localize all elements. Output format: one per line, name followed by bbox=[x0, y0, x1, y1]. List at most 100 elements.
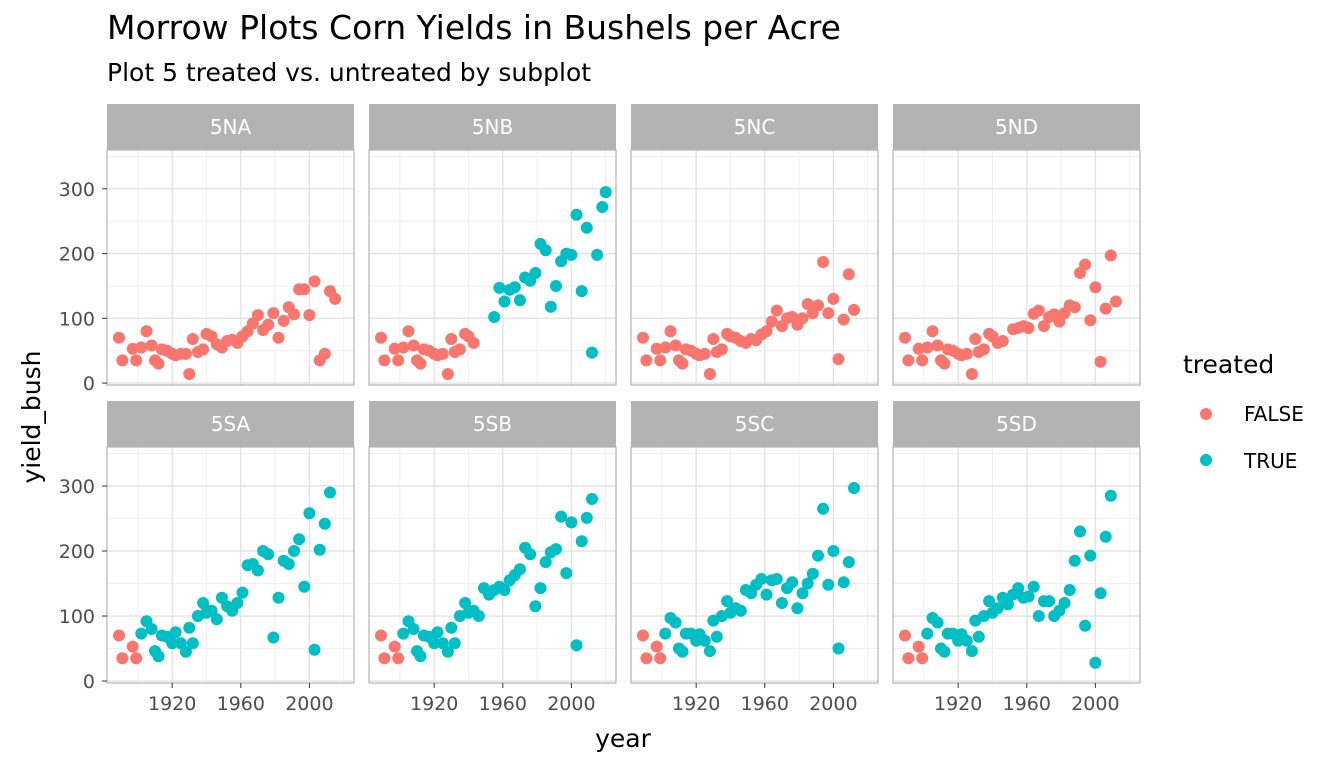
data-point bbox=[842, 268, 855, 281]
data-point bbox=[703, 368, 716, 380]
data-point bbox=[822, 578, 835, 591]
data-point bbox=[445, 333, 458, 345]
data-point bbox=[796, 587, 809, 600]
y-tick-label: 300 bbox=[59, 179, 95, 201]
panel-border bbox=[630, 149, 879, 386]
data-point bbox=[529, 267, 542, 279]
facet-strip bbox=[107, 401, 354, 447]
data-point bbox=[534, 582, 547, 595]
data-point bbox=[837, 313, 850, 326]
data-point bbox=[812, 549, 824, 562]
data-point bbox=[664, 325, 677, 338]
panel-5sd: 5SD 1920 1960 2000 bbox=[892, 401, 1141, 715]
x-tick-label: 1920 bbox=[934, 693, 982, 715]
data-point bbox=[453, 343, 466, 356]
data-point bbox=[801, 298, 814, 311]
data-point bbox=[659, 341, 672, 354]
data-point bbox=[710, 630, 723, 643]
data-point bbox=[329, 292, 342, 305]
facet-strip-label: 5ND bbox=[995, 115, 1038, 139]
data-point bbox=[570, 639, 583, 652]
data-point bbox=[822, 307, 835, 320]
facet-strip-label: 5SC bbox=[735, 412, 774, 436]
data-point bbox=[513, 294, 526, 307]
data-point bbox=[272, 591, 285, 604]
y-tick-label: 0 bbox=[83, 373, 95, 395]
data-point bbox=[375, 629, 387, 642]
data-point bbox=[960, 347, 973, 360]
data-point bbox=[428, 637, 441, 650]
data-point bbox=[392, 652, 405, 665]
data-point bbox=[135, 627, 148, 640]
legend-title: treated bbox=[1183, 350, 1274, 379]
data-point bbox=[640, 652, 653, 665]
data-point bbox=[791, 602, 804, 615]
data-point bbox=[262, 548, 275, 561]
data-point bbox=[251, 309, 264, 322]
data-point bbox=[765, 315, 778, 328]
panel-border bbox=[368, 149, 617, 386]
facet-strip-label: 5NC bbox=[734, 115, 776, 139]
data-point bbox=[1001, 598, 1014, 611]
data-point bbox=[570, 208, 583, 221]
facet-strip-label: 5NB bbox=[472, 115, 513, 139]
data-point bbox=[848, 482, 860, 494]
data-point bbox=[698, 634, 711, 647]
data-point bbox=[441, 368, 454, 380]
data-point bbox=[513, 563, 526, 576]
data-point bbox=[145, 339, 158, 352]
data-point bbox=[441, 645, 454, 658]
data-point bbox=[996, 335, 1009, 347]
data-point bbox=[586, 346, 598, 359]
chart-title: Morrow Plots Corn Yields in Bushels per … bbox=[107, 8, 841, 47]
data-point bbox=[169, 626, 182, 639]
y-tick-label: 0 bbox=[83, 671, 95, 693]
data-point bbox=[445, 621, 458, 634]
data-point bbox=[392, 354, 405, 367]
data-point bbox=[972, 630, 985, 643]
panel-5sc: 5SC 1920 1960 2000 bbox=[630, 401, 879, 715]
data-point bbox=[703, 645, 716, 658]
y-axis-title: yield_bush bbox=[17, 350, 46, 483]
x-tick-label: 1960 bbox=[217, 693, 265, 715]
data-point bbox=[467, 336, 480, 349]
facet-strip-label: 5NA bbox=[210, 115, 252, 139]
data-point bbox=[539, 556, 552, 569]
legend-label-false: FALSE bbox=[1244, 402, 1304, 426]
facet-strip-label: 5SB bbox=[473, 412, 512, 436]
data-point bbox=[1079, 619, 1092, 632]
data-point bbox=[965, 368, 978, 380]
data-point bbox=[459, 597, 472, 609]
data-point bbox=[580, 511, 593, 524]
data-point bbox=[303, 309, 316, 322]
data-point bbox=[899, 331, 911, 344]
facet-strip bbox=[107, 104, 354, 150]
facet-strip bbox=[631, 401, 878, 447]
data-point bbox=[1074, 525, 1086, 538]
panels-layer: 5NA 0 100 200 300 5NB 5NC 5ND 5SA 0 100 200 300 1920 1… bbox=[59, 104, 1141, 715]
data-point bbox=[916, 354, 929, 367]
data-point bbox=[1099, 302, 1112, 315]
data-point bbox=[1063, 584, 1076, 596]
data-point bbox=[113, 629, 125, 642]
data-point bbox=[179, 645, 192, 658]
data-point bbox=[1032, 304, 1045, 317]
data-point bbox=[262, 318, 275, 331]
data-point bbox=[801, 577, 814, 590]
data-point bbox=[130, 652, 143, 665]
data-point bbox=[145, 623, 158, 635]
data-point bbox=[288, 308, 300, 321]
data-point bbox=[397, 627, 410, 640]
data-point bbox=[837, 576, 850, 589]
data-point bbox=[318, 347, 331, 360]
data-point bbox=[640, 354, 653, 367]
data-point bbox=[1068, 554, 1081, 567]
data-point bbox=[775, 597, 788, 609]
data-point bbox=[267, 631, 280, 644]
facet-strip-label: 5SA bbox=[211, 412, 251, 436]
data-point bbox=[313, 543, 326, 556]
data-point bbox=[669, 616, 682, 629]
data-point bbox=[493, 281, 506, 294]
data-point bbox=[817, 256, 830, 268]
data-point bbox=[116, 652, 129, 665]
